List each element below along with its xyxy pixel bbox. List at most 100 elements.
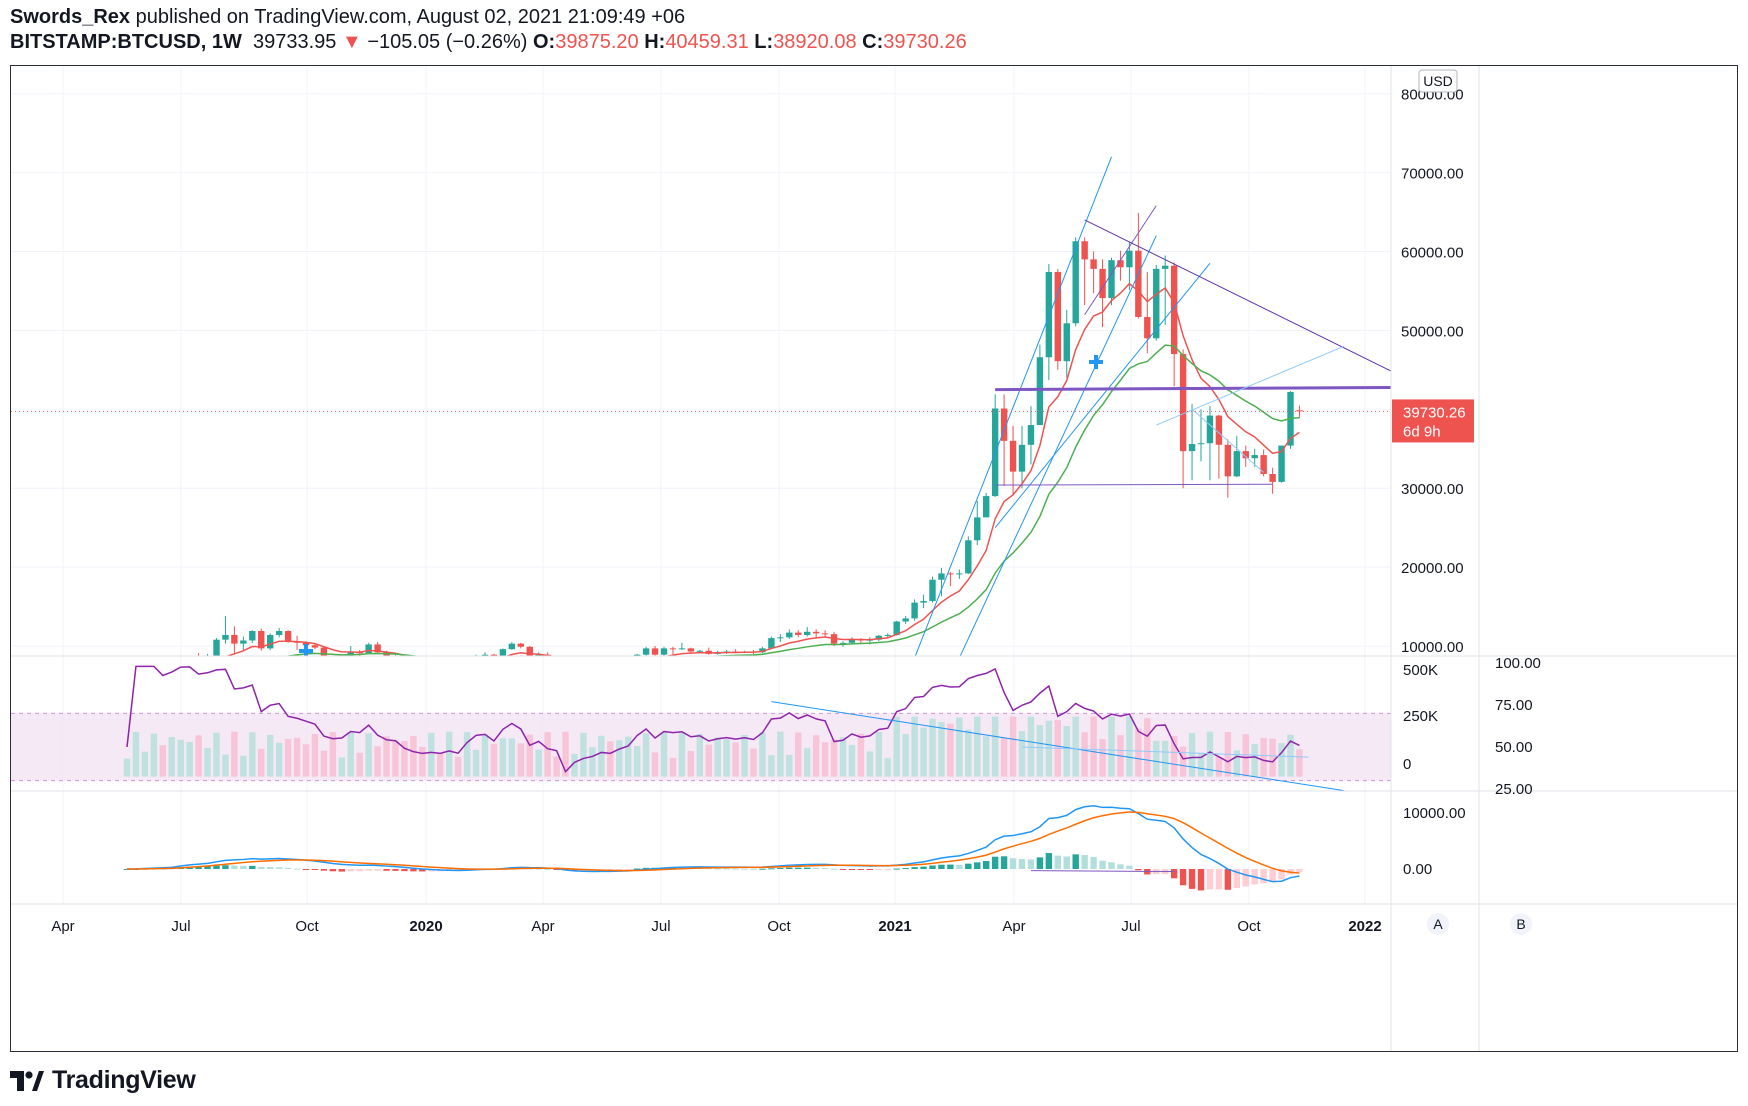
macd-pane[interactable]	[123, 805, 1303, 891]
candle-body	[580, 673, 586, 676]
candle	[598, 667, 604, 671]
candle-body	[1224, 444, 1232, 477]
volume-bar	[991, 716, 999, 777]
volume-bar	[938, 721, 945, 777]
candle-body	[339, 659, 345, 660]
candle	[365, 642, 372, 654]
candle	[446, 666, 452, 670]
candle	[687, 647, 695, 653]
candle	[1188, 403, 1196, 481]
candle	[481, 652, 489, 656]
price-pane[interactable]	[11, 156, 1434, 694]
volume-tick-label: 0	[1403, 756, 1411, 773]
candle-body	[410, 663, 416, 666]
candle-body	[526, 646, 533, 656]
chart-canvas[interactable]: 80000.0070000.0060000.0050000.0040000.00…	[11, 66, 1737, 1051]
macd-histogram-bar	[293, 868, 301, 870]
candle	[1215, 414, 1223, 479]
macd-histogram-bar	[633, 868, 641, 870]
candle	[1054, 268, 1061, 370]
volume-bar	[383, 736, 390, 777]
scale-button[interactable]: B	[1510, 913, 1532, 935]
volume-bar	[804, 748, 811, 777]
macd-histogram-bar	[222, 865, 229, 869]
macd-histogram-bar	[732, 868, 739, 870]
candle	[786, 629, 793, 639]
volume-bar	[159, 745, 166, 777]
scale-button-label: A	[1433, 916, 1443, 932]
candle-body	[768, 638, 775, 649]
macd-tick-label: 10000.00	[1403, 805, 1466, 822]
tradingview-logo[interactable]: TradingView	[10, 1066, 196, 1095]
candle-body	[455, 667, 461, 669]
high-label: H:	[644, 31, 666, 53]
macd-tick-label: 0.00	[1403, 861, 1432, 878]
currency-badge-box	[1418, 69, 1458, 93]
macd-line	[126, 805, 1300, 883]
candle-body	[508, 643, 516, 650]
candle-body	[571, 676, 577, 683]
volume-bar	[302, 744, 310, 777]
cross-v	[304, 644, 308, 656]
volume-bar	[723, 739, 730, 777]
volume-bar	[177, 739, 184, 777]
candle-body	[1269, 473, 1276, 482]
author-name[interactable]: Swords_Rex	[10, 6, 131, 28]
price-tag-box	[1392, 399, 1474, 443]
volume-bar	[607, 741, 614, 777]
volume-bar	[965, 729, 972, 777]
rsi-trendline	[1021, 746, 1309, 758]
rsi-volume-pane[interactable]	[11, 665, 1391, 792]
volume-tick-label: 500K	[1403, 662, 1438, 679]
currency-badge: USD	[1418, 69, 1458, 93]
ema-slow-line	[284, 344, 1300, 656]
candle-body	[660, 648, 668, 655]
scale-button[interactable]: A	[1427, 913, 1449, 935]
candle-body	[401, 657, 407, 663]
volume-bar	[258, 748, 265, 777]
candle-body	[499, 649, 507, 656]
candle	[1224, 439, 1232, 498]
macd-histogram-bar	[213, 865, 220, 869]
candle-body	[562, 662, 568, 683]
candle	[293, 635, 301, 650]
ema-fast-line	[225, 282, 1300, 656]
macd-histogram-bar	[795, 867, 802, 869]
scale-button-bg	[1510, 913, 1532, 935]
candle	[508, 642, 516, 650]
volume-bar	[598, 735, 605, 777]
macd-histogram-bar	[920, 866, 927, 869]
candle-body	[553, 660, 559, 662]
volume-bar	[231, 731, 238, 777]
candle	[330, 657, 336, 663]
candle	[571, 672, 577, 689]
macd-histogram-bar	[965, 863, 972, 869]
candle-body	[535, 654, 542, 656]
published-text: published on TradingView.com, August 02,…	[135, 6, 686, 28]
candle	[320, 646, 328, 656]
macd-histogram-bar	[311, 869, 319, 870]
volume-bar	[1242, 734, 1249, 777]
symbol-label[interactable]: BITSTAMP:BTCUSD, 1W	[10, 31, 242, 53]
candle	[1126, 242, 1133, 291]
rsi-tick-label: 100.00	[1495, 655, 1541, 672]
candle	[1009, 425, 1017, 495]
candle-body	[1000, 408, 1008, 441]
time-tick-label: 2022	[1348, 918, 1381, 935]
candle	[1090, 251, 1097, 294]
volume-bar	[410, 735, 417, 777]
candle-body	[651, 648, 659, 655]
volume-bar	[1296, 749, 1303, 777]
candle	[804, 627, 811, 637]
macd-histogram-bar	[741, 868, 748, 870]
candle-body	[875, 635, 882, 640]
volume-bar	[1036, 725, 1044, 777]
candle-body	[490, 654, 498, 656]
volume-bar	[750, 748, 757, 777]
volume-bar	[249, 732, 256, 777]
candle	[1197, 409, 1205, 462]
volume-bar	[562, 731, 569, 777]
macd-histogram-bar	[839, 869, 847, 870]
candle-body	[464, 661, 470, 668]
scale-button-label: B	[1516, 916, 1525, 932]
